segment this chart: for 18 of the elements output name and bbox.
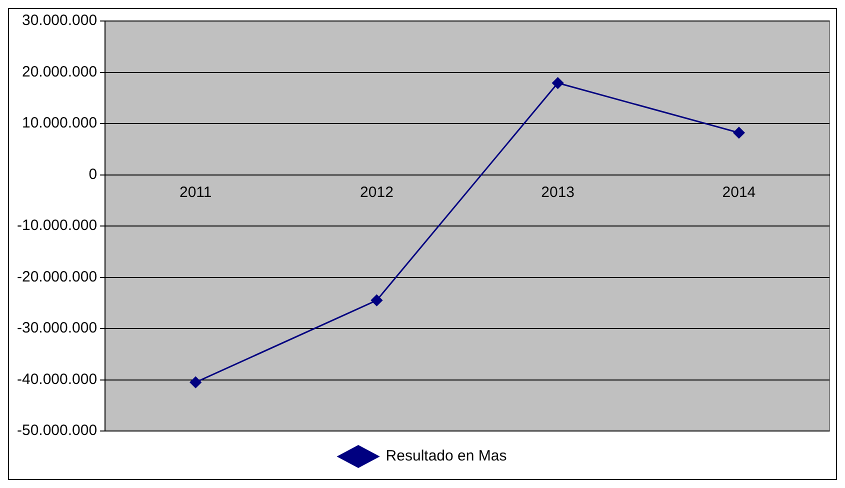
- y-tick-label: -10.000.000: [16, 217, 98, 234]
- x-tick-label: 2013: [541, 184, 575, 201]
- legend-label: Resultado en Mas: [386, 448, 507, 465]
- y-tick-label: 0: [88, 166, 98, 183]
- x-tick-label: 2011: [179, 184, 212, 201]
- y-tick-label: 10.000.000: [22, 114, 98, 132]
- point: [733, 126, 745, 138]
- point: [370, 294, 382, 306]
- point: [552, 77, 564, 89]
- y-tick-label: -40.000.000: [16, 370, 98, 388]
- y-tick-label: -20.000.000: [16, 268, 98, 286]
- x-tick-label: 2014: [722, 184, 756, 201]
- point: [190, 376, 202, 388]
- y-tick-label: 30.000.000: [22, 12, 98, 30]
- y-tick-label: -50.000.000: [16, 422, 98, 440]
- y-tick-label: 20.000.000: [22, 63, 98, 80]
- x-tick-label: 2012: [360, 184, 394, 201]
- y-tick-label: -30.000.000: [16, 320, 98, 337]
